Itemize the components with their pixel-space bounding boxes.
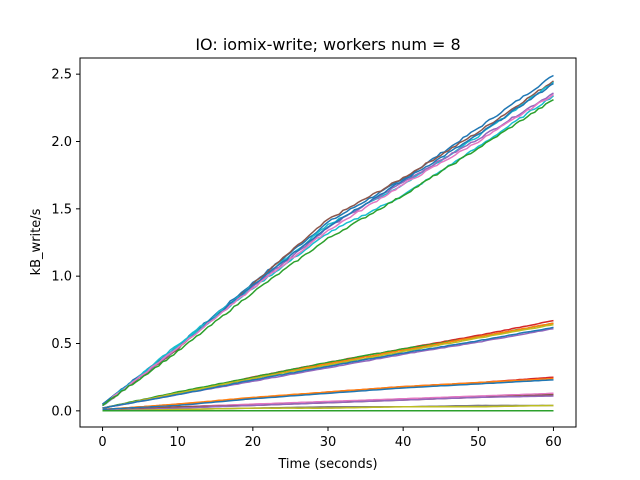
series-line <box>102 93 554 407</box>
series-line <box>102 326 554 409</box>
x-tick-label: 60 <box>545 435 562 450</box>
x-tick-label: 30 <box>320 435 337 450</box>
series-line <box>102 395 554 412</box>
y-tick-label: 2.5 <box>51 68 72 83</box>
series-line <box>102 81 555 407</box>
x-axis-label: Time (seconds) <box>277 457 377 472</box>
x-tick-label: 50 <box>470 435 487 450</box>
x-tick-label: 20 <box>245 435 262 450</box>
y-tick-label: 1.0 <box>51 270 72 285</box>
y-axis-label: kB_write/s <box>29 208 44 275</box>
series-line <box>102 323 554 409</box>
chart-title: IO: iomix-write; workers num = 8 <box>195 35 460 54</box>
series-line <box>102 404 554 412</box>
series-line <box>102 379 554 411</box>
series-group <box>102 74 555 412</box>
series-line <box>102 377 554 411</box>
x-axis: 0 10 20 30 40 50 60 <box>98 427 562 450</box>
y-tick-label: 1.5 <box>51 202 72 217</box>
y-axis: 0.0 0.5 1.0 1.5 2.0 2.5 <box>51 68 80 419</box>
plot-area <box>79 57 577 428</box>
x-tick-label: 0 <box>98 435 106 450</box>
x-tick-label: 10 <box>169 435 186 450</box>
y-tick-label: 0.0 <box>51 404 72 419</box>
series-line <box>102 95 555 407</box>
x-tick-label: 40 <box>395 435 412 450</box>
y-tick-label: 2.0 <box>51 135 72 150</box>
y-tick-label: 0.5 <box>51 337 72 352</box>
series-line <box>102 99 554 407</box>
